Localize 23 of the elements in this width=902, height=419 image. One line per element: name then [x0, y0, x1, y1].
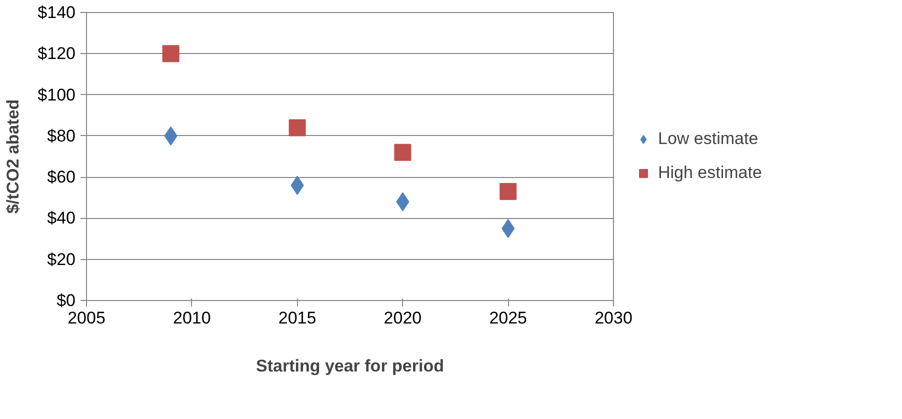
- legend-label: High estimate: [658, 163, 762, 183]
- y-tick-label: $80: [47, 126, 76, 146]
- y-axis-title: $/tCO2 abated: [4, 99, 23, 214]
- x-tick-label: 2025: [489, 308, 528, 328]
- legend-label: Low estimate: [658, 129, 758, 149]
- point: [394, 144, 412, 161]
- y-tick-label: $100: [38, 85, 76, 104]
- x-tick-label: 2005: [68, 308, 106, 328]
- point: [500, 182, 517, 200]
- y-tick-label: $120: [38, 44, 76, 64]
- y-tick-label: $20: [47, 250, 76, 269]
- y-tick-label: $60: [47, 168, 76, 187]
- point: [288, 119, 306, 136]
- point: [162, 45, 180, 62]
- point: [502, 219, 515, 238]
- y-tick-label: $140: [38, 3, 76, 22]
- x-tick-label: 2030: [594, 308, 632, 328]
- y-tick-label: $0: [56, 291, 76, 310]
- y-tick-label: $40: [47, 208, 76, 228]
- x-axis-title: Starting year for period: [256, 356, 444, 376]
- x-tick-label: 2010: [172, 308, 211, 328]
- x-tick-label: 2015: [278, 308, 316, 328]
- x-tick-label: 2020: [384, 308, 422, 328]
